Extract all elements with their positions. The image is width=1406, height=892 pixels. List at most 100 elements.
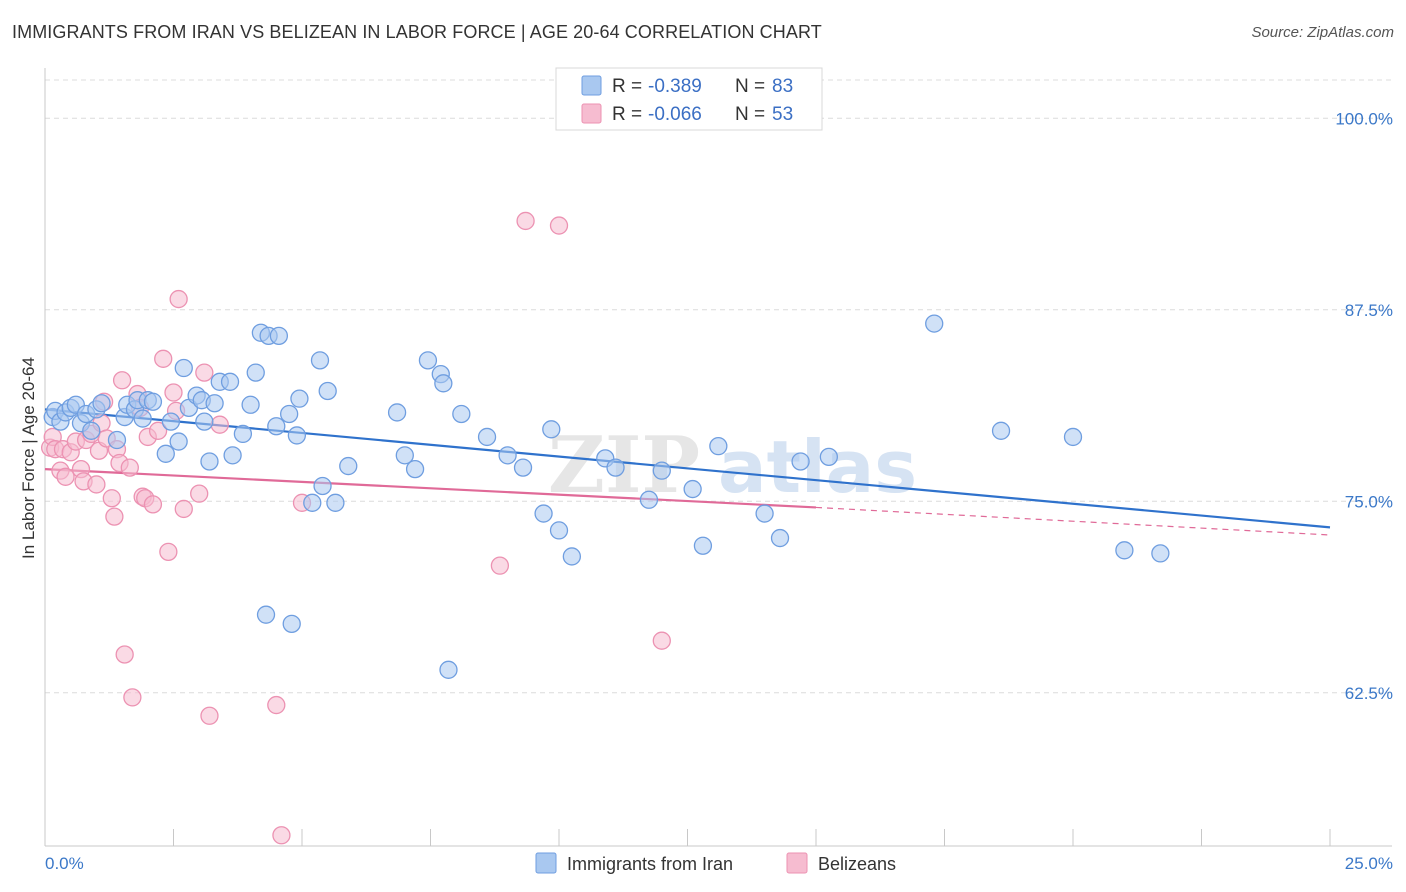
point-iran: [513, 458, 533, 477]
point-iran: [498, 446, 517, 465]
point-iran: [326, 493, 345, 512]
watermark-atlas: atlas: [718, 425, 917, 509]
point-iran: [267, 417, 286, 436]
point-iran: [161, 412, 181, 431]
legend-n-label-belize: N =: [735, 104, 765, 125]
point-iran: [1115, 541, 1134, 560]
point-belize: [272, 826, 291, 845]
point-iran: [287, 426, 307, 445]
legend-n-label-iran: N =: [735, 76, 765, 97]
legend-swatch-belize: [581, 103, 602, 124]
point-belize: [200, 706, 219, 725]
point-iran: [652, 461, 671, 480]
point-iran: [310, 351, 330, 370]
point-iran: [925, 314, 944, 333]
point-belize: [159, 542, 178, 562]
point-iran: [156, 444, 175, 463]
data-points: [40, 211, 1170, 845]
point-belize: [120, 458, 139, 477]
point-belize: [195, 363, 214, 382]
point-iran: [1063, 427, 1083, 447]
x-tick-label-min: 0.0%: [45, 854, 84, 873]
point-belize: [190, 484, 209, 503]
point-belize: [105, 507, 124, 526]
point-iran: [241, 395, 260, 414]
y-tick-label: 87.5%: [1345, 301, 1393, 320]
point-belize: [87, 475, 106, 494]
point-belize: [154, 349, 173, 368]
point-iran: [246, 363, 265, 382]
axes: [44, 68, 1392, 847]
point-iran: [282, 614, 301, 634]
point-iran: [220, 372, 240, 391]
y-tick-label: 100.0%: [1335, 109, 1393, 128]
point-iran: [82, 421, 101, 440]
point-iran: [174, 358, 193, 378]
trend-line-belize: [44, 468, 817, 509]
legend-swatch-iran: [581, 75, 602, 96]
y-tick-labels: 62.5% 75.0% 87.5% 100.0%: [1335, 109, 1393, 703]
point-iran: [303, 493, 322, 512]
point-iran: [639, 490, 659, 509]
legend-n-value-iran: 83: [772, 76, 793, 97]
top-legend: R = -0.389 N = 83 R = -0.066 N = 53: [555, 67, 823, 131]
trend-lines: [44, 408, 1331, 536]
point-iran: [683, 479, 702, 499]
point-iran: [133, 409, 152, 428]
point-belize: [516, 211, 535, 231]
point-iran: [693, 536, 713, 555]
point-belize: [174, 499, 193, 519]
bottom-legend-swatch-belize: [786, 852, 808, 874]
point-iran: [313, 476, 332, 496]
point-belize: [148, 421, 168, 440]
legend-n-value-belize: 53: [772, 104, 793, 125]
point-iran: [107, 430, 127, 450]
point-belize: [56, 467, 75, 486]
bottom-legend-label-iran: Immigrants from Iran: [567, 854, 733, 874]
x-tick-label-max: 25.0%: [1345, 854, 1393, 873]
point-iran: [819, 447, 838, 467]
y-tick-label: 75.0%: [1345, 492, 1393, 511]
point-iran: [542, 420, 561, 439]
point-iran: [269, 326, 289, 345]
point-iran: [477, 427, 497, 447]
chart-title: IMMIGRANTS FROM IRAN VS BELIZEAN IN LABO…: [12, 22, 822, 42]
point-belize: [102, 489, 121, 508]
trend-line-belize-extension: [815, 506, 1331, 536]
point-iran: [318, 381, 337, 401]
point-belize: [267, 695, 286, 715]
point-iran: [439, 660, 458, 679]
point-iran: [1151, 544, 1170, 563]
x-tick-labels: 0.0% 25.0%: [45, 854, 1393, 873]
point-belize: [652, 631, 671, 650]
point-iran: [405, 459, 425, 479]
y-tick-label: 62.5%: [1345, 684, 1393, 703]
point-iran: [195, 412, 214, 431]
source-credit: Source: ZipAtlas.com: [1251, 24, 1394, 41]
bottom-legend-swatch-iran: [535, 852, 557, 874]
point-belize: [169, 289, 188, 309]
point-iran: [143, 392, 163, 411]
bottom-legend: Immigrants from Iran Belizeans: [535, 852, 896, 874]
point-iran: [290, 389, 309, 408]
point-iran: [991, 421, 1011, 440]
point-iran: [233, 424, 253, 444]
point-iran: [755, 504, 774, 523]
legend-r-label-belize: R =: [612, 104, 642, 125]
point-belize: [143, 495, 163, 514]
point-iran: [562, 547, 581, 566]
bottom-legend-label-belize: Belizeans: [818, 854, 896, 874]
point-iran: [387, 403, 407, 422]
legend-r-value-iran: -0.389: [648, 76, 702, 97]
point-iran: [549, 521, 569, 540]
point-iran: [395, 446, 414, 465]
point-iran: [279, 404, 299, 424]
point-iran: [92, 394, 111, 413]
point-iran: [200, 452, 219, 471]
point-iran: [169, 432, 188, 451]
point-belize: [115, 645, 134, 664]
point-iran: [256, 605, 276, 624]
point-iran: [791, 452, 810, 471]
point-belize: [164, 383, 183, 402]
